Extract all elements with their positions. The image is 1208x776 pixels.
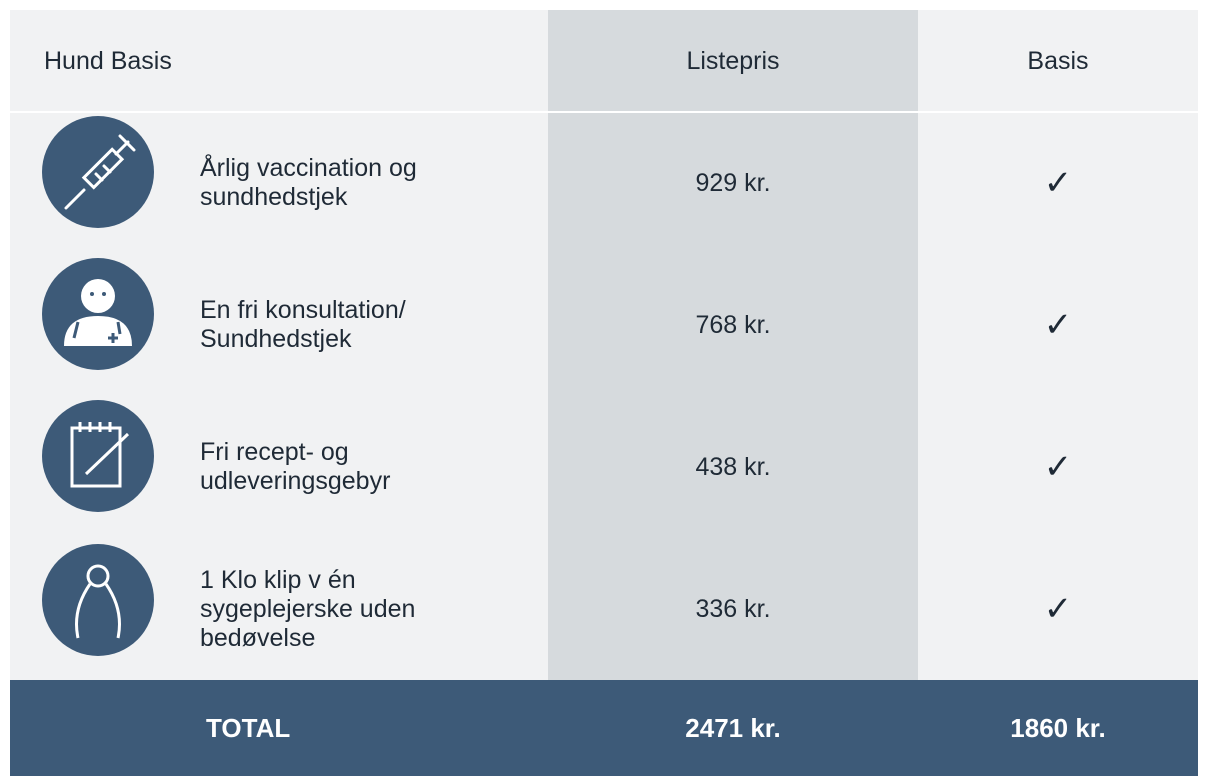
row-check: ✓: [1043, 590, 1073, 628]
row-check: ✓: [1043, 164, 1073, 202]
label-line: 1 Klo klip v én: [200, 565, 356, 594]
row-price: 929 kr.: [695, 168, 771, 197]
label-line: udleveringsgebyr: [200, 467, 391, 495]
label-line: sundhedstjek: [200, 183, 348, 211]
label-line: En fri konsultation/: [200, 296, 406, 324]
prescription-icon: [42, 400, 154, 512]
row-check: ✓: [1043, 448, 1073, 486]
total-basis: 1860 kr.: [1010, 712, 1106, 743]
syringe-icon: [42, 116, 154, 228]
doctor-icon: [42, 258, 154, 370]
total-bar: [10, 680, 1198, 776]
highlight-column: [548, 10, 918, 680]
total-listepris: 2471 kr.: [685, 712, 781, 743]
row-price: 768 kr.: [695, 310, 771, 339]
row-label: En fri konsultation/Sundhedstjek: [200, 254, 540, 396]
row-separator: [10, 111, 1198, 113]
label-line: sygeplejerske uden: [200, 594, 416, 623]
label-line: Sundhedstjek: [200, 325, 352, 353]
column-header: Listepris: [686, 46, 780, 75]
column-header: Basis: [1027, 46, 1089, 75]
total-label: TOTAL: [206, 712, 291, 743]
label-line: bedøvelse: [200, 623, 316, 652]
label-line: Fri recept- og: [200, 438, 349, 466]
row-label: Fri recept- og udleveringsgebyr: [200, 396, 540, 538]
table-title: Hund Basis: [44, 46, 172, 75]
clipper-icon: [42, 544, 154, 656]
row-price: 336 kr.: [695, 594, 771, 623]
row-label: Årlig vaccination og sundhedstjek: [200, 112, 540, 254]
label-line: Årlig vaccination og: [200, 154, 417, 182]
row-price: 438 kr.: [695, 452, 771, 481]
row-label: 1 Klo klip v én sygeplejerske uden bedøvel…: [200, 538, 540, 680]
row-check: ✓: [1043, 306, 1073, 344]
